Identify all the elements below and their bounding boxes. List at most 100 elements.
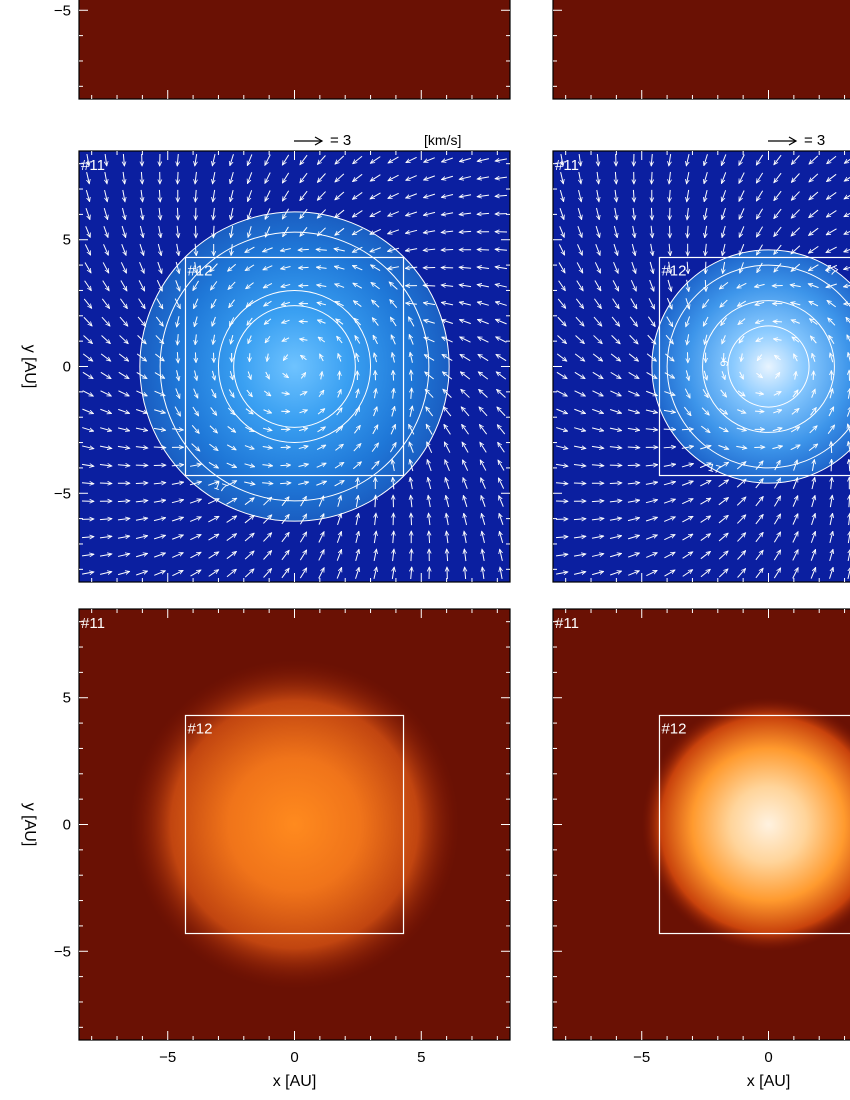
velocity-arrow xyxy=(208,498,219,505)
velocity-arrow xyxy=(573,519,586,520)
velocity-arrow xyxy=(791,173,800,183)
velocity-arrow xyxy=(441,249,454,250)
velocity-arrow xyxy=(465,567,466,580)
velocity-arrow xyxy=(356,513,359,526)
velocity-arrow xyxy=(704,207,707,220)
velocity-arrow xyxy=(230,154,234,165)
velocity-arrow xyxy=(721,317,727,326)
velocity-arrow xyxy=(575,316,584,326)
velocity-arrow xyxy=(244,551,254,560)
velocity-arrow xyxy=(810,567,816,579)
velocity-arrow xyxy=(831,477,832,490)
velocity-arrow xyxy=(738,172,745,184)
velocity-arrow xyxy=(388,267,400,269)
velocity-arrow xyxy=(87,153,89,166)
velocity-arrow xyxy=(175,280,180,291)
velocity-arrow xyxy=(592,408,603,413)
velocity-arrow xyxy=(298,482,309,484)
velocity-arrow xyxy=(352,228,363,235)
velocity-arrow xyxy=(702,299,710,308)
velocity-arrow xyxy=(682,498,693,505)
velocity-arrow xyxy=(609,483,622,484)
velocity-arrow xyxy=(135,518,148,520)
velocity-arrow xyxy=(352,210,363,218)
velocity-arrow xyxy=(792,496,798,507)
velocity-arrow xyxy=(393,549,394,562)
velocity-arrow xyxy=(774,460,781,471)
velocity-arrow xyxy=(577,244,583,255)
velocity-arrow xyxy=(738,190,745,201)
velocity-arrow xyxy=(85,189,89,202)
velocity-arrow xyxy=(627,409,640,413)
velocity-arrow xyxy=(281,393,290,394)
velocity-arrow xyxy=(610,571,621,576)
velocity-arrow xyxy=(667,279,671,292)
velocity-arrow xyxy=(718,515,728,524)
velocity-arrow xyxy=(495,159,508,161)
velocity-arrow xyxy=(482,549,484,562)
velocity-arrow xyxy=(338,354,341,362)
velocity-arrow xyxy=(300,355,307,361)
velocity-arrow xyxy=(755,532,763,543)
velocity-arrow xyxy=(811,389,816,398)
velocity-arrow xyxy=(354,425,360,434)
velocity-arrow xyxy=(557,316,566,326)
velocity-arrow xyxy=(423,249,436,250)
velocity-arrow xyxy=(574,427,586,431)
velocity-arrow xyxy=(353,283,363,289)
velocity-arrow xyxy=(428,495,430,508)
velocity-arrow xyxy=(461,389,470,398)
velocity-arrow xyxy=(700,516,711,523)
velocity-arrow xyxy=(573,572,586,575)
velocity-arrow xyxy=(684,388,690,398)
velocity-arrow xyxy=(300,208,308,218)
velocity-arrow xyxy=(405,229,418,233)
velocity-arrow xyxy=(119,335,129,343)
velocity-arrow xyxy=(101,335,111,343)
velocity-arrow xyxy=(591,554,604,557)
velocity-arrow xyxy=(704,189,708,202)
velocity-arrow xyxy=(843,285,850,287)
velocity-arrow xyxy=(282,372,289,377)
velocity-arrow xyxy=(393,370,394,381)
velocity-arrow xyxy=(229,299,235,308)
velocity-arrow xyxy=(189,517,201,522)
velocity-arrow xyxy=(773,568,780,579)
velocity-arrow xyxy=(390,300,398,309)
velocity-arrow xyxy=(352,246,363,252)
velocity-arrow xyxy=(459,285,472,287)
velocity-arrow xyxy=(372,425,378,435)
velocity-arrow xyxy=(230,370,233,380)
velocity-arrow xyxy=(477,302,489,306)
velocity-arrow xyxy=(354,407,359,416)
velocity-arrow xyxy=(245,426,253,431)
velocity-arrow xyxy=(136,571,147,576)
velocity-arrow xyxy=(593,316,602,326)
velocity-arrow xyxy=(300,372,305,379)
velocity-arrow xyxy=(720,299,728,307)
velocity-arrow xyxy=(808,264,819,271)
velocity-arrow xyxy=(463,495,468,508)
velocity-arrow xyxy=(844,266,850,269)
velocity-arrow xyxy=(830,513,833,526)
velocity-arrow xyxy=(460,336,471,343)
velocity-arrow xyxy=(99,554,112,556)
velocity-arrow xyxy=(281,550,289,561)
velocity-arrow xyxy=(390,317,397,327)
velocity-arrow xyxy=(406,193,418,198)
velocity-arrow xyxy=(664,372,675,379)
velocity-arrow xyxy=(831,442,832,454)
velocity-arrow xyxy=(409,335,414,345)
velocity-arrow xyxy=(460,372,471,380)
velocity-arrow xyxy=(374,549,376,562)
velocity-arrow xyxy=(663,447,676,448)
velocity-arrow xyxy=(594,280,601,290)
velocity-arrow xyxy=(208,516,219,523)
velocity-arrow xyxy=(105,171,107,184)
velocity-arrow xyxy=(388,156,399,163)
velocity-arrow xyxy=(81,554,94,556)
velocity-arrow xyxy=(318,568,324,579)
velocity-arrow xyxy=(100,408,111,413)
velocity-arrow xyxy=(280,483,291,484)
velocity-arrow xyxy=(555,483,568,484)
